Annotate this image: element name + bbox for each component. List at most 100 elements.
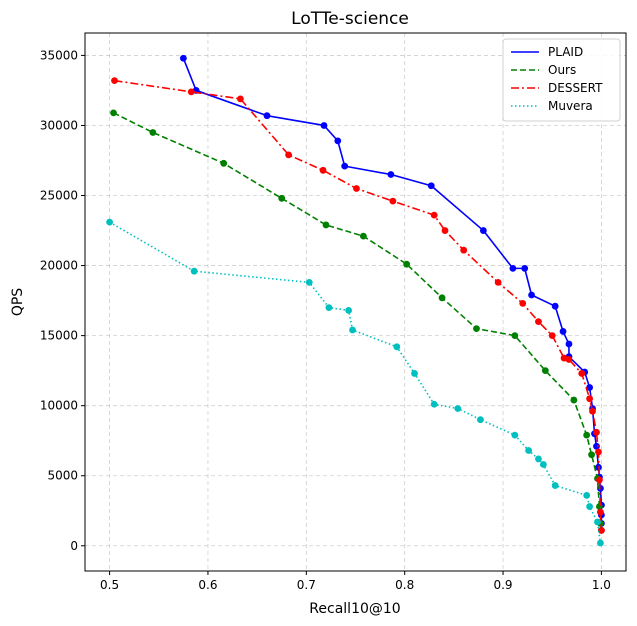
x-tick-label: 0.8: [395, 578, 414, 592]
y-tick-label: 0: [70, 539, 78, 553]
data-point-muvera: [190, 267, 198, 275]
legend-label-dessert: DESSERT: [548, 81, 603, 95]
x-tick-label: 0.5: [100, 578, 119, 592]
data-point-dessert: [535, 318, 542, 326]
data-point-dessert: [597, 508, 604, 516]
data-point-muvera: [539, 461, 547, 468]
data-point-muvera: [305, 278, 313, 286]
data-point-muvera: [430, 400, 438, 408]
data-point-ours: [403, 260, 411, 268]
data-point-ours: [110, 109, 117, 117]
data-point-muvera: [511, 431, 519, 439]
data-point-dessert: [460, 246, 468, 254]
data-point-plaid: [559, 328, 567, 335]
data-point-ours: [278, 194, 286, 202]
data-point-muvera: [535, 455, 542, 463]
data-point-muvera: [345, 307, 353, 314]
x-tick-label: 1.0: [592, 578, 611, 592]
data-point-plaid: [593, 442, 600, 450]
data-point-ours: [322, 221, 330, 229]
data-point-plaid: [509, 264, 517, 272]
y-tick-label: 20000: [40, 259, 78, 273]
legend-box: [502, 38, 621, 122]
data-point-dessert: [596, 476, 603, 484]
data-point-muvera: [597, 539, 604, 547]
y-tick-label: 25000: [40, 189, 78, 203]
data-point-dessert: [578, 370, 586, 377]
y-tick-label: 35000: [40, 48, 78, 62]
data-point-plaid: [479, 227, 487, 234]
data-point-muvera: [454, 405, 462, 412]
data-point-ours: [583, 431, 591, 439]
data-point-dessert: [319, 166, 327, 174]
legend: PLAID Ours DESSERT Muvera: [502, 38, 621, 122]
series-layer: [106, 54, 605, 547]
data-point-dessert: [285, 151, 293, 159]
data-point-dessert: [593, 428, 600, 436]
data-point-dessert: [548, 332, 556, 340]
data-point-plaid: [179, 54, 187, 62]
data-point-dessert: [598, 526, 605, 534]
data-point-ours: [570, 396, 578, 404]
data-point-muvera: [586, 503, 594, 510]
tick-layer: 0.5 0.6 0.7 0.8 0.9 1.0 0 5000 10000 15000 20000 25…: [40, 48, 611, 592]
data-point-muvera: [525, 447, 533, 454]
data-point-muvera: [551, 482, 559, 489]
data-point-ours: [220, 159, 228, 167]
legend-label-plaid: PLAID: [548, 45, 583, 59]
chart-title: LoTTe-science: [291, 9, 409, 29]
data-point-ours: [359, 232, 367, 240]
data-point-ours: [588, 451, 595, 459]
data-point-ours: [596, 503, 603, 510]
data-point-dessert: [441, 227, 449, 234]
data-point-ours: [541, 367, 549, 375]
data-point-ours: [473, 325, 480, 333]
data-point-ours: [149, 129, 157, 136]
plot-frame: [84, 32, 627, 572]
data-point-dessert: [589, 407, 596, 415]
data-point-plaid: [334, 137, 342, 145]
data-point-dessert: [494, 278, 502, 286]
data-point-muvera: [477, 416, 484, 424]
data-point-muvera: [583, 491, 591, 499]
data-point-dessert: [565, 356, 573, 363]
data-point-plaid: [586, 384, 594, 391]
data-point-dessert: [389, 197, 397, 205]
y-tick-label: 10000: [40, 399, 78, 413]
data-point-plaid: [528, 291, 535, 299]
data-point-dessert: [586, 395, 594, 403]
data-point-plaid: [263, 112, 271, 120]
series-line-ours: [113, 112, 603, 531]
data-point-dessert: [519, 300, 527, 307]
x-tick-label: 0.7: [297, 578, 316, 592]
y-tick-label: 5000: [47, 469, 78, 483]
data-point-plaid: [387, 171, 395, 178]
data-point-plaid: [551, 302, 559, 310]
data-point-ours: [438, 294, 446, 302]
data-point-dessert: [430, 211, 438, 219]
data-point-plaid: [341, 162, 349, 170]
data-point-muvera: [325, 304, 333, 312]
x-axis-label: Recall10@10: [309, 601, 400, 617]
data-point-plaid: [320, 122, 328, 129]
data-point-muvera: [594, 518, 601, 526]
data-point-plaid: [565, 340, 573, 348]
data-point-muvera: [411, 370, 418, 377]
y-tick-label: 15000: [40, 329, 78, 343]
data-point-ours: [511, 332, 519, 340]
legend-label-ours: Ours: [548, 63, 576, 77]
data-point-dessert: [353, 185, 360, 192]
data-point-plaid: [427, 182, 435, 190]
x-tick-label: 0.9: [493, 578, 512, 592]
x-tick-label: 0.6: [198, 578, 217, 592]
data-point-muvera: [393, 343, 401, 351]
y-axis-label: QPS: [10, 288, 26, 316]
data-point-muvera: [106, 218, 113, 226]
data-point-dessert: [595, 448, 602, 456]
data-point-dessert: [237, 95, 244, 103]
data-point-dessert: [187, 88, 195, 96]
data-point-plaid: [521, 264, 529, 272]
data-point-muvera: [349, 326, 356, 334]
legend-label-muvera: Muvera: [548, 99, 593, 113]
